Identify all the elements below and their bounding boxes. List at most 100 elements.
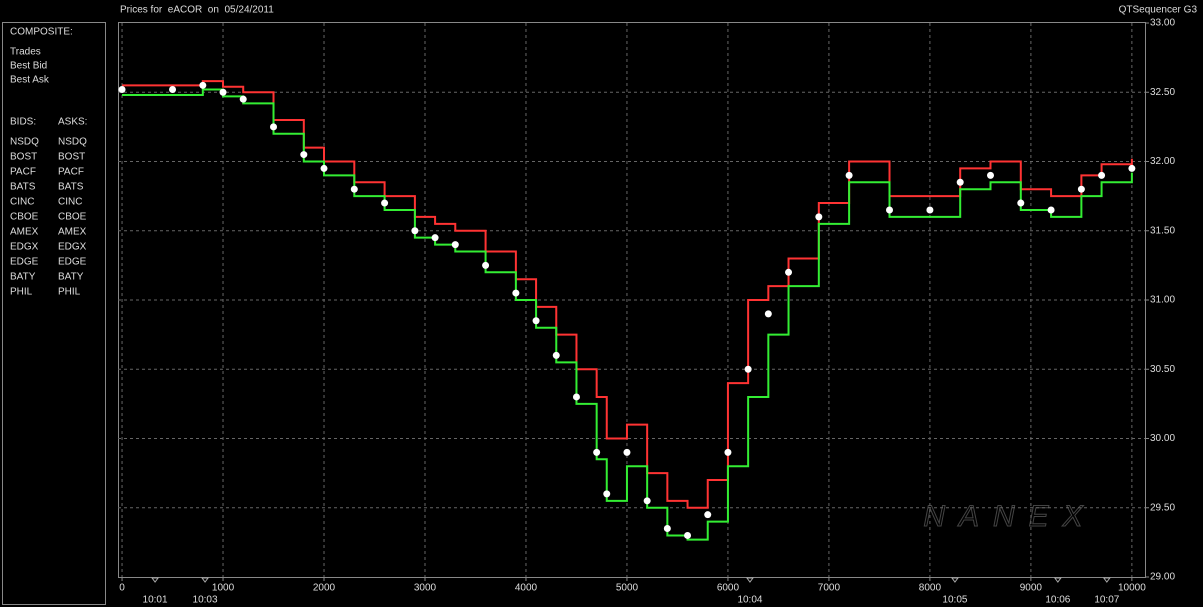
legend-entry: Trades <box>10 47 41 58</box>
trade <box>199 81 207 89</box>
legend-bid: EDGX <box>10 242 39 253</box>
trade <box>956 178 964 186</box>
time-tick-label: 10:05 <box>942 595 967 606</box>
time-tick-label: 10:04 <box>737 595 762 606</box>
trade <box>603 490 611 498</box>
asks-label: ASKS: <box>58 117 87 128</box>
trade <box>684 531 692 539</box>
trade <box>845 171 853 179</box>
legend-entry: Best Bid <box>10 61 47 72</box>
trade <box>1047 206 1055 214</box>
legend-bid: NSDQ <box>10 137 39 148</box>
time-tick <box>151 577 160 583</box>
time-tick <box>950 577 959 583</box>
legend-ask: BATY <box>58 272 84 283</box>
x-tick-label: 9000 <box>1020 583 1043 594</box>
legend-ask: BATS <box>58 182 84 193</box>
y-tick-label: 29.00 <box>1150 572 1175 583</box>
y-tick-label: 31.00 <box>1150 295 1175 306</box>
trade <box>785 268 793 276</box>
watermark: NANEX <box>923 500 1096 533</box>
bids-label: BIDS: <box>10 117 36 128</box>
trade <box>704 511 712 519</box>
time-tick <box>1053 577 1062 583</box>
legend-ask: PHIL <box>58 287 81 298</box>
y-tick-label: 32.50 <box>1150 87 1175 98</box>
legend-ask: CBOE <box>58 212 87 223</box>
time-tick <box>1102 577 1111 583</box>
legend-bid: BATS <box>10 182 36 193</box>
quote-line <box>122 80 1133 509</box>
time-tick-label: 10:03 <box>193 595 218 606</box>
x-tick-label: 4000 <box>515 583 538 594</box>
legend-ask: EDGX <box>58 242 87 253</box>
trade <box>270 123 278 131</box>
trade <box>643 497 651 505</box>
x-tick-label: 2000 <box>313 583 336 594</box>
legend-bid: PACF <box>10 167 36 178</box>
trade <box>411 227 419 235</box>
trade <box>815 213 823 221</box>
x-tick-label: 5000 <box>616 583 639 594</box>
legend-ask: CINC <box>58 197 82 208</box>
time-tick-label: 10:01 <box>143 595 168 606</box>
y-tick-label: 31.50 <box>1150 225 1175 236</box>
trade <box>886 206 894 214</box>
time-tick-label: 10:07 <box>1094 595 1119 606</box>
trade <box>118 85 126 93</box>
time-tick-label: 10:06 <box>1045 595 1070 606</box>
trade <box>381 199 389 207</box>
y-tick-label: 33.00 <box>1150 18 1175 29</box>
trade <box>986 171 994 179</box>
x-tick-label: 6000 <box>717 583 740 594</box>
trade <box>572 393 580 401</box>
x-tick-label: 0 <box>119 583 125 594</box>
time-tick <box>201 577 210 583</box>
legend-bid: CBOE <box>10 212 39 223</box>
y-tick-label: 30.50 <box>1150 364 1175 375</box>
trade <box>532 317 540 325</box>
y-tick-label: 30.00 <box>1150 433 1175 444</box>
time-tick <box>745 577 754 583</box>
legend-ask: NSDQ <box>58 137 87 148</box>
y-tick-label: 29.50 <box>1150 502 1175 513</box>
trade <box>482 261 490 269</box>
legend-entry: Best Ask <box>10 75 50 86</box>
trade <box>320 164 328 172</box>
trade <box>1098 171 1106 179</box>
legend-bid: CINC <box>10 197 34 208</box>
trade <box>1077 185 1085 193</box>
x-tick-label: 8000 <box>919 583 942 594</box>
trade <box>1128 164 1136 172</box>
legend-bid: PHIL <box>10 287 33 298</box>
trade <box>451 241 459 249</box>
trade <box>239 95 247 103</box>
trade <box>431 234 439 242</box>
trade <box>350 185 358 193</box>
x-tick-label: 1000 <box>212 583 235 594</box>
x-tick-label: 3000 <box>414 583 437 594</box>
trade <box>1017 199 1025 207</box>
trade <box>764 310 772 318</box>
legend-bid: BATY <box>10 272 36 283</box>
trade <box>623 448 631 456</box>
legend-bid: BOST <box>10 152 37 163</box>
legend-ask: EDGE <box>58 257 87 268</box>
legend-bid: EDGE <box>10 257 39 268</box>
trade <box>169 85 177 93</box>
trade <box>593 448 601 456</box>
legend-ask: BOST <box>58 152 85 163</box>
trade <box>300 151 308 159</box>
chart-subtitle: QTSequencer G3 <box>1119 5 1198 16</box>
trade <box>512 289 520 297</box>
legend-ask: PACF <box>58 167 84 178</box>
trade <box>663 525 671 533</box>
trade <box>744 365 752 373</box>
composite-label: COMPOSITE: <box>10 27 73 38</box>
y-tick-label: 32.00 <box>1150 156 1175 167</box>
trade <box>926 206 934 214</box>
trade <box>552 351 560 359</box>
x-tick-label: 10000 <box>1118 583 1146 594</box>
